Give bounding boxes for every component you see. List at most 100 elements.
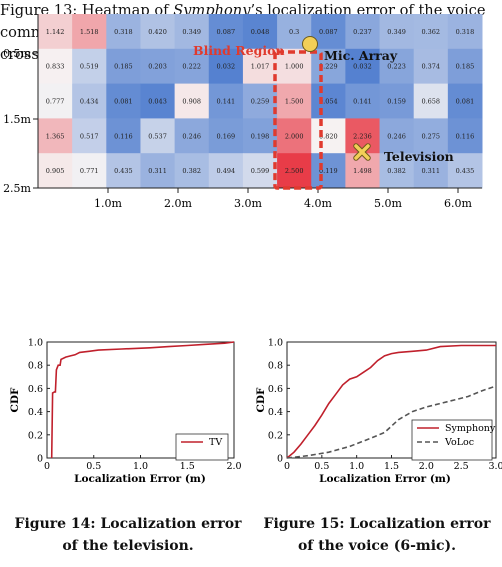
heatmap-cell xyxy=(447,14,483,50)
x-tick-label: 2.0m xyxy=(164,197,192,210)
heatmap-cell-value: 0.081 xyxy=(114,98,133,106)
heatmap-axes xyxy=(37,14,482,189)
heatmap-cell-value: 0.318 xyxy=(456,28,475,36)
y-tick-label: 1.0 xyxy=(28,338,43,349)
x-tick-label: 3.0m xyxy=(234,197,262,210)
heatmap-cell-value: 1.000 xyxy=(285,63,304,71)
fig14-ticks: 0 0.5 1.0 1.5 2.0 0 0.2 0.4 0.6 0.8 1.0 xyxy=(28,338,242,473)
heatmap-cell xyxy=(208,14,244,50)
heatmap-cell-value: 2.500 xyxy=(285,167,304,175)
fig15-y-axis-label: CDF xyxy=(255,387,267,412)
legend-box xyxy=(411,419,493,461)
y-tick-label: 2.5m xyxy=(3,182,31,195)
heatmap-cell-value: 0.311 xyxy=(148,167,167,175)
heatmap-y-ticks: 0.5m 1.5m 2.5m xyxy=(3,47,38,195)
heatmap-cell-value: 0.185 xyxy=(114,63,133,71)
legend-label: Symphony xyxy=(445,423,496,434)
heatmap-cell-value: 0.119 xyxy=(319,167,338,175)
y-tick-label: 0 xyxy=(37,454,43,465)
heatmap-cell-value: 0.517 xyxy=(80,132,99,140)
y-tick-label: 0.4 xyxy=(268,407,283,418)
x-tick-label: 0.5 xyxy=(314,461,329,472)
heatmap-cell xyxy=(174,153,210,189)
fig14-caption-line1: Figure 14: Localization error xyxy=(14,516,242,532)
x-tick-label: 3.0 xyxy=(488,461,502,472)
heatmap-cell xyxy=(38,153,73,189)
television-marker xyxy=(353,143,371,161)
heatmap-cell xyxy=(72,153,107,189)
x-tick-label: 2.0 xyxy=(226,461,241,472)
heatmap-cell-value: 1.500 xyxy=(285,98,304,106)
heatmap-cell xyxy=(379,118,415,154)
heatmap-cell xyxy=(242,14,278,50)
x-tick-label: 0.5 xyxy=(86,461,101,472)
heatmap-cell xyxy=(311,118,346,154)
heatmap-cell xyxy=(311,48,346,85)
heatmap-cell-value: 0.275 xyxy=(421,132,440,140)
fig14-series-lines xyxy=(50,341,235,459)
heatmap-cell xyxy=(379,83,415,119)
heatmap-cell-value: 0.374 xyxy=(421,63,440,71)
heatmap-cell xyxy=(140,153,176,189)
heatmap-cell-value: 0.537 xyxy=(148,132,167,140)
x-tick-label: 2.5 xyxy=(454,461,469,472)
fig15-caption-line2: of the voice (6-mic). xyxy=(297,538,457,554)
heatmap-cell xyxy=(345,48,381,85)
heatmap-cell xyxy=(174,14,210,50)
heatmap-cells: 1.142 1.518 0.318 0.420 0.349 0.087 0.048 0.3 0.… xyxy=(38,14,483,189)
legend-label: VoLoc xyxy=(444,437,474,448)
figure-14-caption: Figure 14: Localization error of the tel… xyxy=(6,513,250,557)
heatmap-cell-value: 0.141 xyxy=(353,98,372,106)
heatmap-cell xyxy=(447,83,483,119)
heatmap-cell-value: 0.905 xyxy=(46,167,65,175)
heatmap-cell xyxy=(447,118,483,154)
heatmap-cell-value: 1.498 xyxy=(353,167,372,175)
x-tick-label: 1.5 xyxy=(384,461,399,472)
y-tick-label: 1.5m xyxy=(3,113,31,126)
x-tick-label: 0 xyxy=(44,461,50,472)
fig15-ticks: 0 0.5 1.0 1.5 2.0 2.5 3.0 0 0.2 0.4 0.6 0.8 1.0 xyxy=(268,338,502,473)
heatmap-cell-value: 0.311 xyxy=(421,167,440,175)
figure-15-caption: Figure 15: Localization error of the voi… xyxy=(254,513,500,557)
television-label: Television xyxy=(384,149,454,164)
heatmap-cell xyxy=(140,118,176,154)
heatmap-cell-value: 0.229 xyxy=(319,63,338,71)
x-tick-label: 4.0m xyxy=(304,197,332,210)
heatmap-cell-value: 0.198 xyxy=(251,132,270,140)
heatmap-cell xyxy=(447,153,483,189)
heatmap-cell xyxy=(174,83,210,119)
heatmap-cell-value: 0.246 xyxy=(182,132,201,140)
heatmap-cell xyxy=(413,118,449,154)
heatmap-cell xyxy=(38,48,73,85)
heatmap-cell-value: 0.237 xyxy=(353,28,372,36)
heatmap-cell-value: 0.362 xyxy=(421,28,440,36)
fig14-x-axis-label: Localization Error (m) xyxy=(74,473,206,485)
series-line-symphony xyxy=(286,344,496,459)
x-tick-label: 5.0m xyxy=(374,197,402,210)
heatmap-cell-value: 0.658 xyxy=(421,98,440,106)
heatmap-cell xyxy=(208,83,244,119)
heatmap-cell xyxy=(277,83,312,119)
fig15-series-lines xyxy=(286,344,497,459)
heatmap-cell xyxy=(174,48,210,85)
x-tick-label: 0 xyxy=(284,461,290,472)
series-line-voloc xyxy=(286,385,497,459)
heatmap-cell xyxy=(413,14,449,50)
heatmap-cell xyxy=(208,118,244,154)
heatmap-cell xyxy=(208,153,244,189)
heatmap-cell xyxy=(174,118,210,154)
x-tick-label: 1.0 xyxy=(349,461,364,472)
heatmap-cell-value: 0.081 xyxy=(456,98,475,106)
heatmap-cell-value: 0.833 xyxy=(46,63,65,71)
heatmap-cell-value: 1.365 xyxy=(46,132,65,140)
heatmap-cell-value: 0.043 xyxy=(148,98,167,106)
heatmap-cell-value: 2.236 xyxy=(353,132,372,140)
blind-region-box xyxy=(273,50,323,190)
x-tick-label: 6.0m xyxy=(444,197,472,210)
heatmap-cell-value: 0.435 xyxy=(114,167,133,175)
heatmap-cell xyxy=(379,48,415,85)
heatmap-cell-value: 0.599 xyxy=(251,167,270,175)
series-line-tv xyxy=(50,341,235,459)
heatmap-cell xyxy=(106,48,141,85)
legend-box xyxy=(175,433,229,461)
